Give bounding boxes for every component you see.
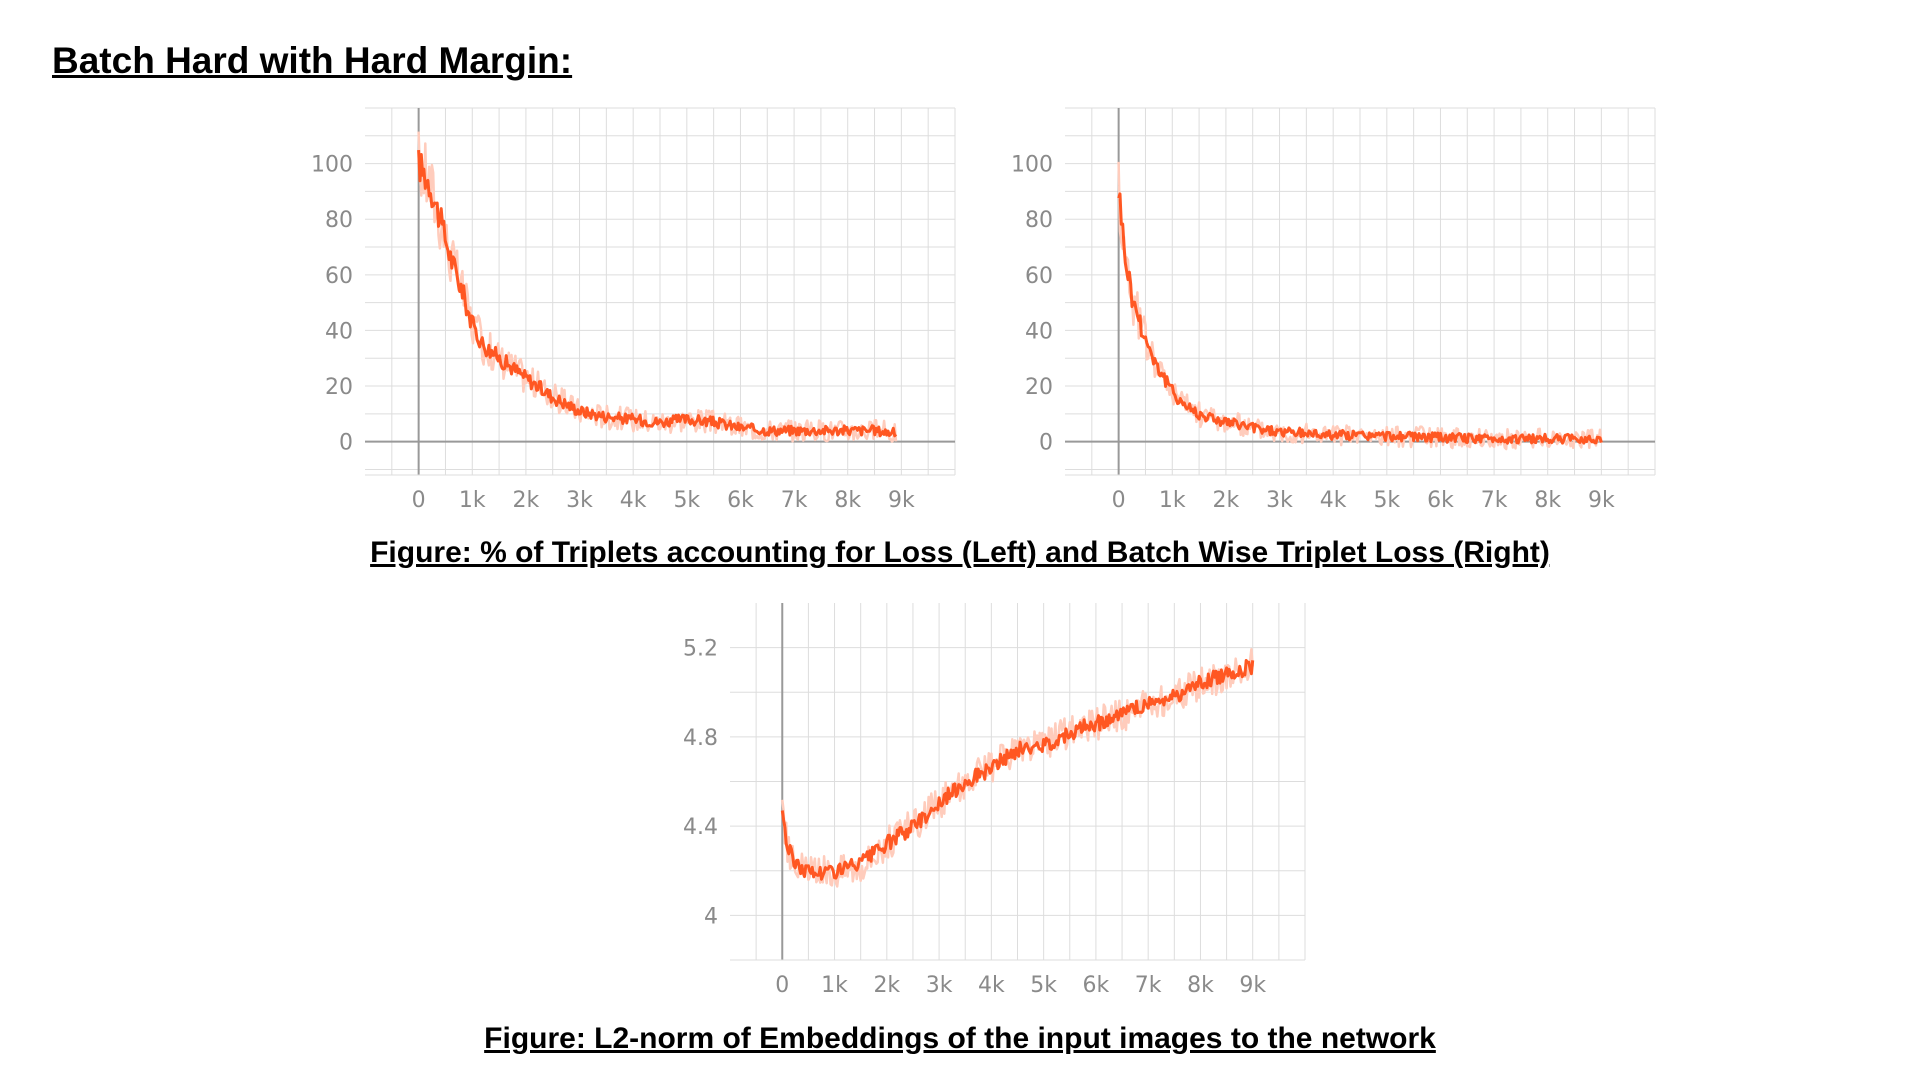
page-heading: Batch Hard with Hard Margin: [52,40,573,81]
triplets-percent-chart: 0 1k 2k 3k 4k 5k 6k 7k 8k 9k 0 20 40 60 80 100 [311,107,956,513]
x-tick-label: 5k [1373,488,1400,513]
y-tick-label: 100 [311,153,353,178]
y-tick-label: 80 [1025,208,1053,233]
y-tick-label: 100 [1011,153,1053,178]
x-tick-label: 1k [459,488,486,513]
x-tick-label: 9k [1239,973,1266,998]
x-tick-label: 9k [888,488,915,513]
series-raw-band [417,131,898,443]
x-tick-label: 1k [1159,488,1186,513]
minor-gridlines [365,107,956,475]
top-figure-caption: Figure: % of Triplets accounting for Los… [370,536,1550,569]
bottom-figure-caption: Figure: L2-norm of Embeddings of the inp… [484,1022,1436,1055]
y-tick-label: 0 [1039,431,1053,456]
x-tick-label: 9k [1588,488,1615,513]
y-tick-label: 60 [1025,264,1053,289]
series-line [780,659,1255,881]
embedding-l2-norm-chart: 0 1k 2k 3k 4k 5k 6k 7k 8k 9k 4 4.4 4.8 5.2 [683,603,1306,998]
x-tick-label: 0 [412,488,426,513]
x-tick-label: 6k [1083,973,1110,998]
x-tick-label: 2k [513,488,540,513]
x-tick-label: 5k [673,488,700,513]
x-tick-label: 7k [1481,488,1508,513]
x-tick-label: 8k [1187,973,1214,998]
x-tick-label: 2k [1213,488,1240,513]
x-tick-label: 0 [1112,488,1126,513]
x-tick-label: 8k [834,488,861,513]
x-tick-label: 5k [1030,973,1057,998]
minor-gridlines [1065,107,1656,475]
y-tick-label: 20 [325,375,353,400]
x-tick-label: 4k [1320,488,1347,513]
x-tick-label: 4k [620,488,647,513]
series-line [1117,192,1603,445]
x-tick-label: 3k [566,488,593,513]
x-tick-label: 7k [1135,973,1162,998]
y-tick-label: 40 [325,319,353,344]
minor-gridlines [730,603,1306,961]
x-tick-label: 3k [1266,488,1293,513]
y-tick-label: 60 [325,264,353,289]
x-tick-label: 2k [873,973,900,998]
x-tick-label: 8k [1534,488,1561,513]
y-tick-label: 40 [1025,319,1053,344]
y-tick-label: 4.8 [683,726,718,751]
y-tick-label: 20 [1025,375,1053,400]
x-tick-label: 7k [781,488,808,513]
y-tick-label: 5.2 [683,637,718,662]
x-tick-label: 1k [821,973,848,998]
x-tick-label: 6k [727,488,754,513]
y-tick-label: 0 [339,431,353,456]
y-tick-label: 4 [704,904,718,929]
y-tick-label: 4.4 [683,815,718,840]
x-tick-label: 0 [775,973,789,998]
x-tick-label: 6k [1427,488,1454,513]
y-tick-label: 80 [325,208,353,233]
x-tick-label: 4k [978,973,1005,998]
x-tick-label: 3k [926,973,953,998]
series-line [417,150,898,438]
batch-triplet-loss-chart: 0 1k 2k 3k 4k 5k 6k 7k 8k 9k 0 20 40 60 80 100 [1011,107,1656,513]
series-raw-band [1117,161,1603,451]
